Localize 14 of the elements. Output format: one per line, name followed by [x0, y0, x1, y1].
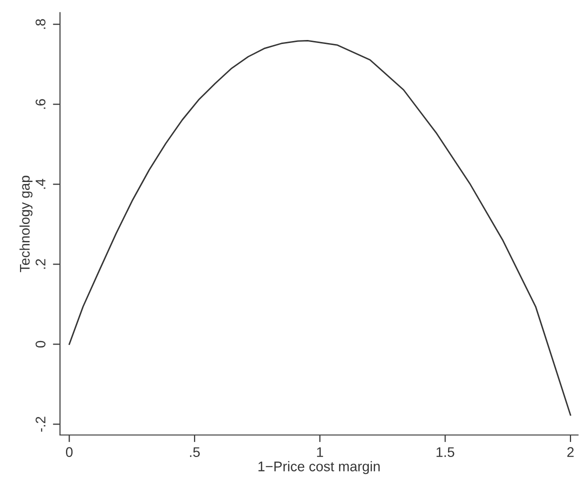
y-axis-title: Technology gap [20, 176, 32, 272]
y-tick-label: .6 [36, 99, 46, 109]
x-tick-label: .5 [190, 447, 200, 458]
y-tick-label: .4 [36, 178, 46, 189]
x-tick-label: 0 [66, 447, 73, 458]
y-tick-label: .2 [36, 259, 46, 269]
x-tick-label: 1 [317, 447, 324, 457]
x-tick-label: 2 [567, 447, 574, 457]
y-tick-label: .8 [36, 19, 46, 29]
x-axis-title: 1−Price cost margin [258, 461, 380, 474]
y-tick-label: 0 [36, 340, 46, 348]
y-tick-label: -.2 [36, 416, 46, 432]
x-tick-label: 1.5 [436, 447, 454, 458]
line-series [68, 40, 572, 416]
